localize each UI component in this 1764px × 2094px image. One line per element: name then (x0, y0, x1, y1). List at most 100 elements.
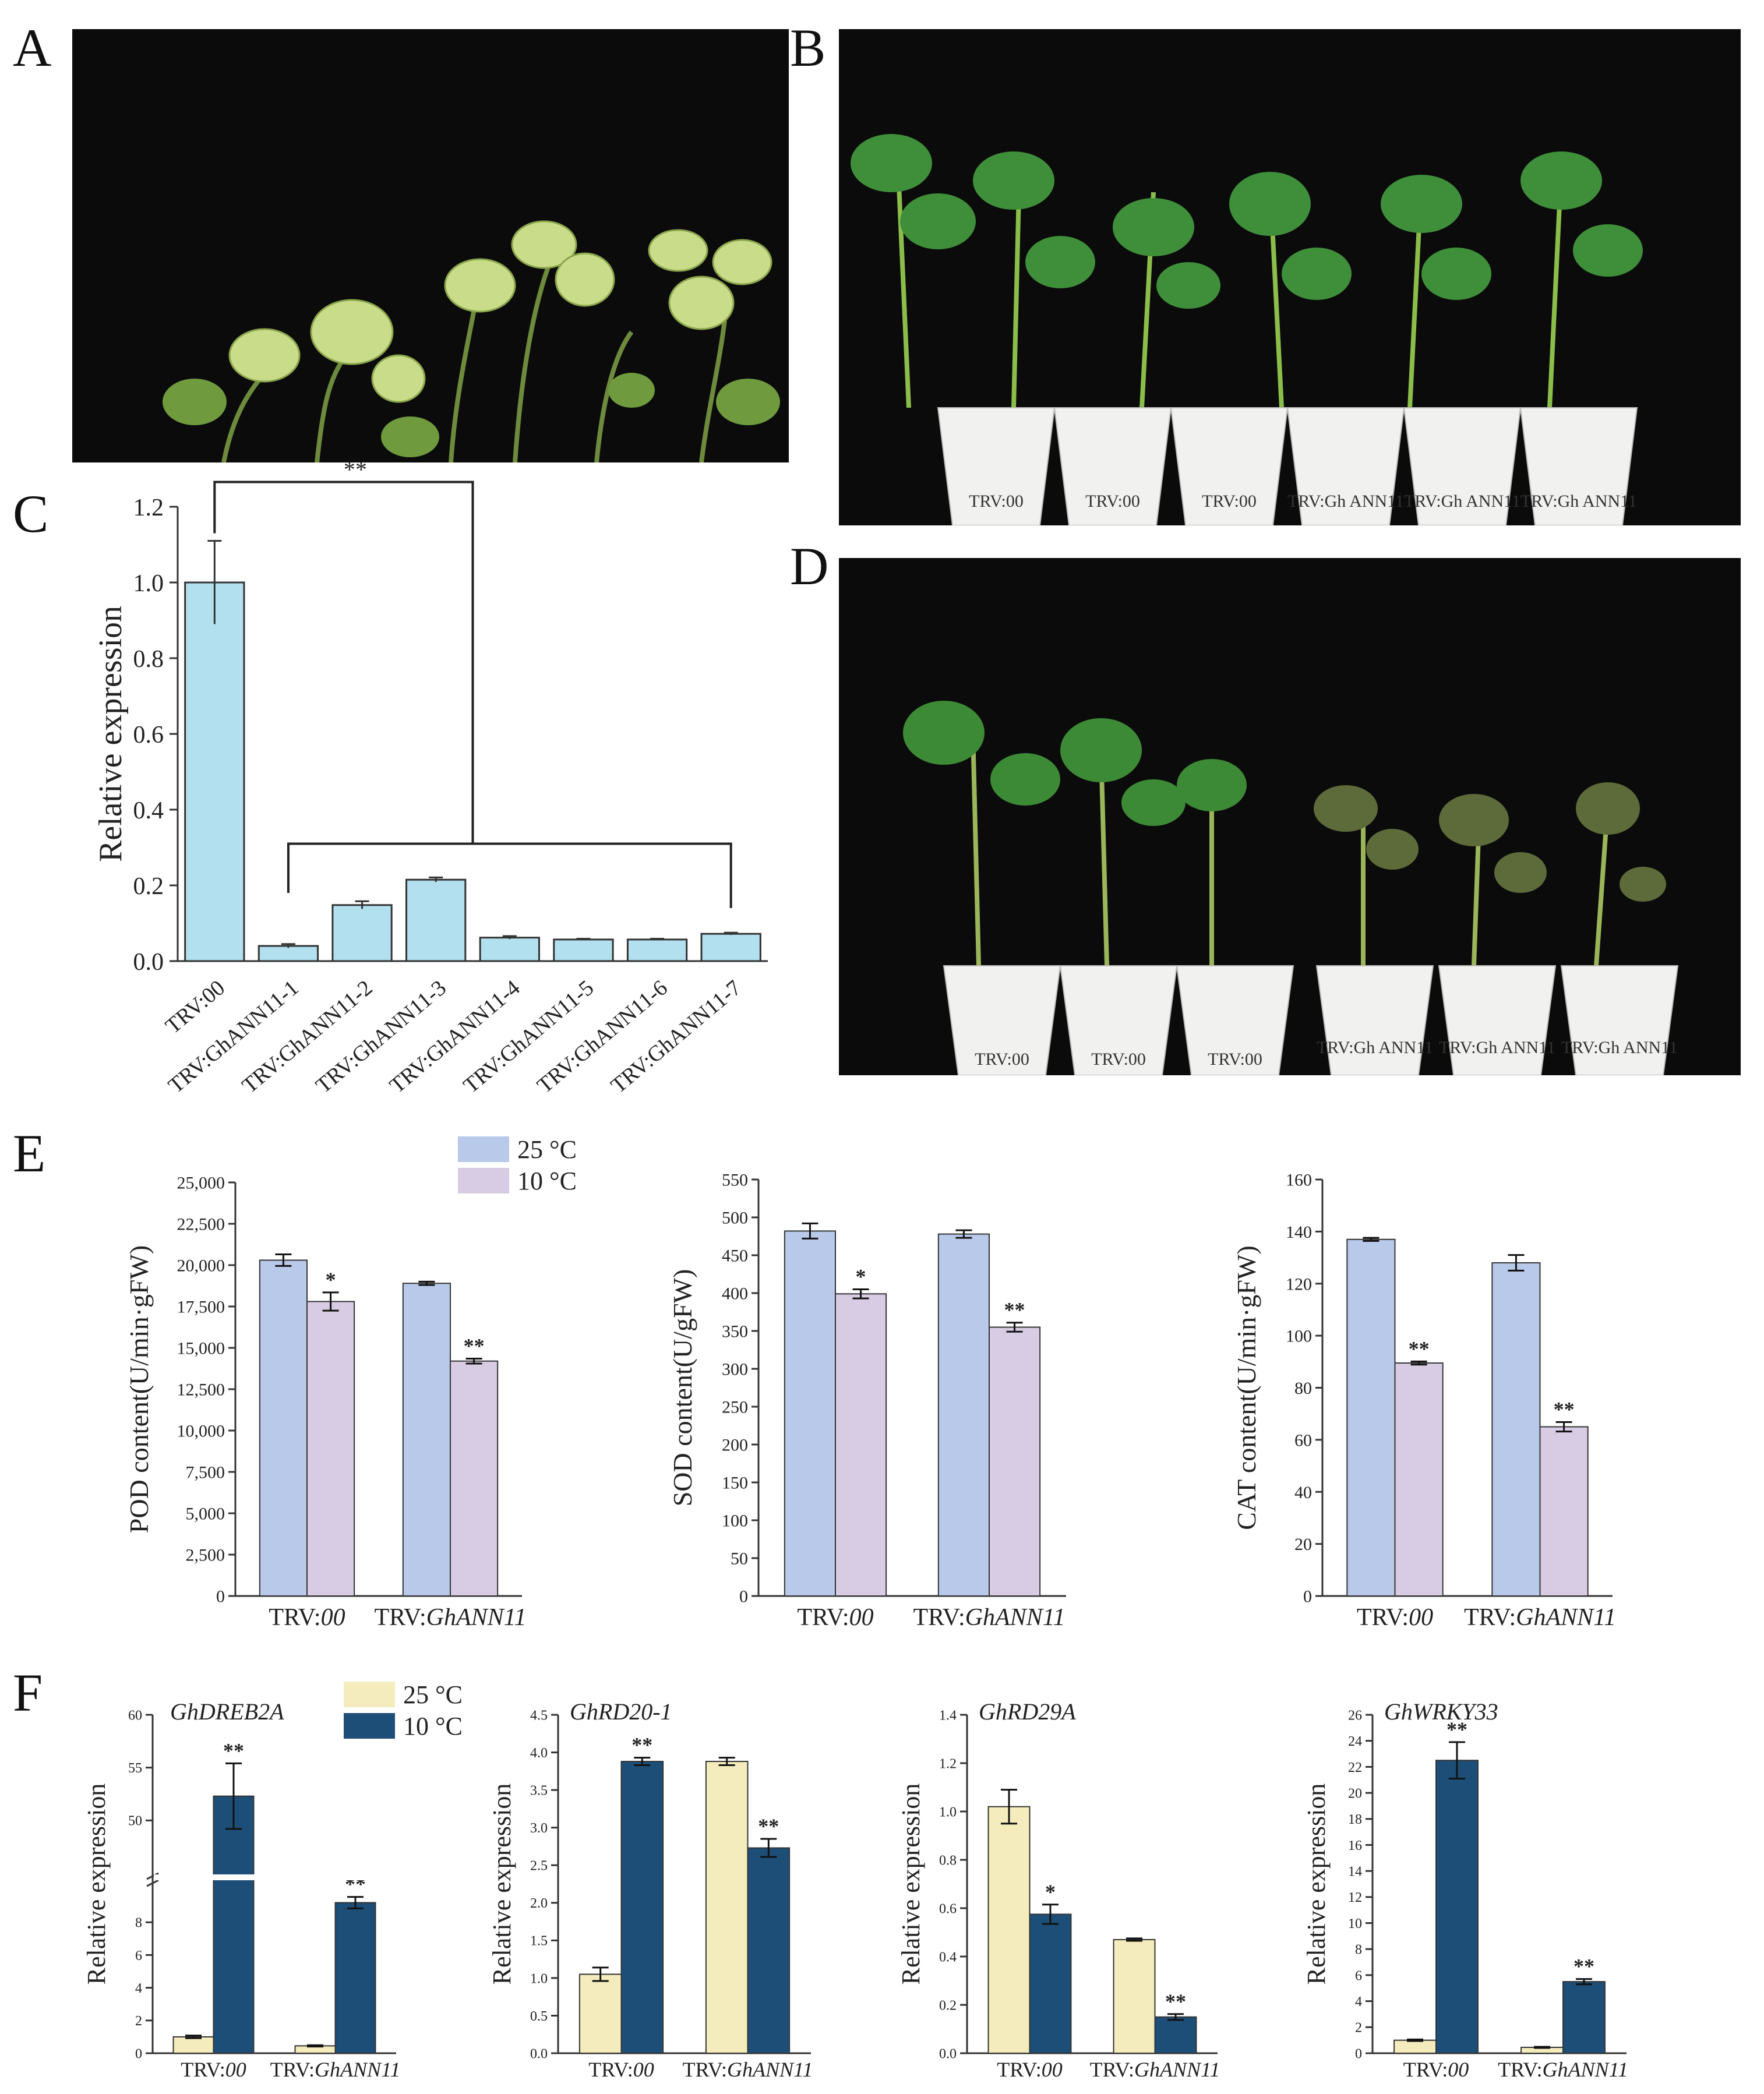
e-sod-sig-mark: * (856, 1265, 866, 1288)
f-ghdreb2a-title: GhDREB2A (170, 1698, 284, 1725)
e-pod-x-tick-label: TRV:00 (269, 1604, 345, 1631)
e-pod-bar (450, 1360, 499, 1597)
e-pod-y-tick-label: 2,500 (186, 1546, 225, 1565)
f-ghrd29a-y-tick-label: 1.4 (939, 1708, 957, 1723)
f-ghrd20-1-y-tick-label: 3.0 (530, 1821, 548, 1836)
f-ghdreb2a-y-tick-label: 0 (135, 2046, 142, 2061)
e-pod-y-tick-label: 15,000 (177, 1339, 225, 1358)
legend-f-swatch-10 (344, 1713, 395, 1739)
e-cat-bar (1346, 1238, 1396, 1597)
e-pod-y-tick-label: 10,000 (177, 1422, 225, 1441)
f-ghwrky33-y-tick-label: 4 (1355, 1994, 1362, 2010)
e-cat-y-tick-label: 160 (1286, 1171, 1312, 1190)
f-ghwrky33-y-tick-label: 22 (1348, 1760, 1362, 1775)
f-ghrd20-1-y-tick-label: 4.0 (530, 1746, 548, 1761)
pot-label-b-1: TRV:00 (969, 492, 1024, 511)
e-cat-bar (1539, 1426, 1589, 1597)
f-ghdreb2a-break-gap (154, 1874, 395, 1880)
panel-label-e: E (13, 1124, 46, 1183)
f-ghwrky33-y-tick-label: 8 (1355, 1943, 1362, 1958)
photo-a-plants (163, 220, 780, 462)
c-bar (331, 904, 393, 962)
f-ghdreb2a-bar (334, 1902, 376, 2054)
f-ghwrky33-y-tick-label: 0 (1355, 2046, 1362, 2061)
pot-label-b-2: TRV:00 (1085, 492, 1140, 511)
c-y-tick-label: 0.2 (133, 873, 164, 900)
c-sig-bracket-top (213, 481, 474, 844)
e-sod-y-tick-label: 100 (722, 1512, 748, 1531)
e-cat-y-tick-label: 60 (1294, 1431, 1312, 1450)
e-cat-y-tick-label: 0 (1303, 1587, 1312, 1606)
f-ghdreb2a-x-tick-label: TRV:GhANN11 (270, 2058, 401, 2081)
f-ghrd20-1-title: GhRD20-1 (570, 1698, 672, 1725)
e-pod-y-tick-label: 5,000 (186, 1505, 225, 1524)
e-pod-bar (259, 1259, 308, 1597)
e-sod-y-tick-label: 250 (722, 1398, 748, 1417)
c-bar (184, 581, 245, 962)
f-ghdreb2a-axis-break (146, 1879, 159, 1887)
f-ghwrky33-y-tick-label: 14 (1348, 1865, 1362, 1880)
f-ghrd29a-x-tick-label: TRV:GhANN11 (1090, 2058, 1220, 2081)
c-bar (479, 937, 540, 962)
e-cat-sig-mark: ** (1409, 1337, 1430, 1360)
c-bar (626, 938, 688, 962)
f-ghrd20-1-sig-mark: ** (758, 1814, 779, 1838)
f-ghrd20-1-y-tick-label: 1.5 (530, 1934, 548, 1949)
f-ghrd20-1-x-tick-label: TRV:00 (588, 2058, 654, 2081)
legend-f: 25 °C 10 °C (344, 1679, 463, 1742)
c-bar (405, 878, 467, 962)
f-ghrd29a-y-tick-label: 0.4 (939, 1950, 957, 1965)
c-x-tick-label: TRV:GhANN11-5 (458, 976, 598, 1099)
f-ghwrky33-y-axis-label: Relative expression (1302, 1784, 1331, 1985)
f-ghrd29a-y-tick-label: 1.2 (939, 1756, 957, 1771)
legend-e-label-10: 10 °C (517, 1166, 577, 1195)
e-sod-y-tick-label: 200 (722, 1436, 748, 1455)
e-cat-x-tick-label: TRV:00 (1357, 1604, 1433, 1631)
e-cat-bar (1491, 1262, 1541, 1597)
pot-label-d-3: TRV:00 (1208, 1050, 1262, 1069)
f-ghdreb2a-y-tick-label: 60 (128, 1708, 142, 1723)
f-ghwrky33-bar (1562, 1981, 1606, 2054)
panel-label-f: F (13, 1663, 43, 1722)
f-ghdreb2a-y-tick-label: 55 (128, 1761, 142, 1776)
e-sod-y-tick-label: 300 (722, 1360, 748, 1379)
f-ghrd29a-sig-mark: ** (1165, 1990, 1186, 2013)
f-ghrd29a-bar (1029, 1913, 1072, 2054)
e-pod-sig-mark: * (326, 1268, 336, 1291)
f-ghwrky33-title: GhWRKY33 (1384, 1698, 1498, 1725)
e-sod-y-tick-label: 450 (722, 1246, 748, 1266)
e-cat-y-axis-label: CAT content(U/min·gFW) (1232, 1245, 1261, 1530)
e-cat-y-tick-label: 100 (1286, 1327, 1312, 1346)
f-ghrd20-1-x-tick-label: TRV:GhANN11 (683, 2058, 813, 2081)
pot-label-d-2: TRV:00 (1091, 1050, 1146, 1069)
f-ghwrky33-bar (1393, 2039, 1437, 2054)
legend-e-label-25: 25 °C (517, 1135, 577, 1164)
f-ghdreb2a-x-tick-label: TRV:00 (181, 2058, 246, 2081)
e-cat-y-tick-label: 120 (1286, 1274, 1312, 1294)
f-ghrd29a-y-tick-label: 1.0 (939, 1805, 957, 1820)
e-sod-y-tick-label: 500 (722, 1209, 748, 1228)
c-x-tick-label: TRV:GhANN11-3 (311, 976, 451, 1099)
e-sod-bar (937, 1233, 990, 1597)
e-pod-y-axis-label: POD content(U/min·gFW) (124, 1245, 154, 1533)
f-ghrd20-1-y-tick-label: 1.0 (530, 1971, 548, 1986)
e-sod-x-tick-label: TRV:00 (797, 1604, 873, 1631)
e-pod-y-tick-label: 25,000 (177, 1174, 225, 1193)
f-ghdreb2a-y-tick-label: 6 (135, 1948, 142, 1964)
e-pod-y-tick-label: 17,500 (177, 1298, 225, 1317)
e-cat-bar (1394, 1362, 1444, 1597)
f-ghdreb2a-y-tick-label: 2 (135, 2014, 142, 2029)
legend-f-label-25: 25 °C (403, 1680, 463, 1709)
c-bar (257, 945, 319, 962)
pot-label-b-3: TRV:00 (1202, 492, 1257, 511)
legend-e-item-25: 25 °C (458, 1133, 577, 1165)
photo-b-plants: TRV:00 TRV:00 TRV:00 TRV:Gh ANN11 TRV:Gh… (851, 134, 1643, 525)
c-x-tick-label: TRV:GhANN11-4 (385, 976, 525, 1099)
f-ghrd20-1-y-tick-label: 4.5 (530, 1708, 548, 1723)
c-y-axis-label: Relative expression (93, 606, 129, 862)
f-ghwrky33-sig-mark: ** (1447, 1718, 1467, 1741)
f-ghwrky33-y-tick-label: 10 (1348, 1916, 1362, 1931)
legend-f-item-25: 25 °C (344, 1679, 463, 1710)
e-cat-y-tick-label: 140 (1286, 1223, 1312, 1242)
c-sig-bracket-bottom (287, 842, 732, 908)
